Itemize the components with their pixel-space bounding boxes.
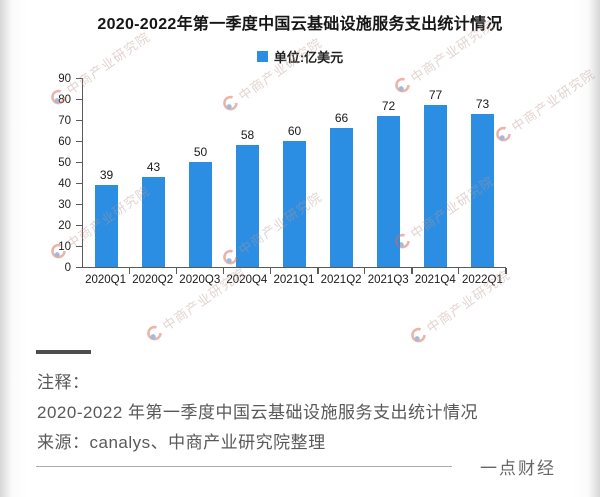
chart-legend: 单位:亿美元 (0, 47, 600, 66)
bar (330, 128, 353, 267)
bar (471, 113, 494, 267)
footer-brand: 一点财经 (480, 459, 556, 478)
notes-block: 注释： 2020-2022 年第一季度中国云基础设施服务支出统计情况 来源：ca… (37, 368, 600, 458)
y-axis-tick-label: 70 (58, 115, 71, 127)
x-axis-tick-label: 2021Q1 (273, 274, 315, 286)
x-axis-tick (363, 268, 366, 274)
bar-group: 66 (318, 78, 365, 267)
notes-divider (36, 350, 91, 354)
x-axis-tick-label: 2020Q2 (132, 274, 174, 286)
y-axis-tick (76, 203, 82, 206)
bar-value-label: 66 (334, 111, 349, 126)
y-axis-tick-label: 30 (58, 199, 71, 212)
bar-value-label: 58 (240, 128, 255, 143)
x-axis-labels: 2020Q1 2020Q2 2020Q3 2020Q4 2021Q1 2021Q2 2021… (82, 274, 506, 286)
watermark-logo-icon (147, 325, 162, 341)
notes-line-1: 2020-2022 年第一季度中国云基础设施服务支出统计情况 (37, 403, 479, 422)
bar-value-label: 50 (193, 145, 208, 159)
y-axis-tick-label: 90 (58, 73, 71, 85)
x-axis-tick-label: 2020Q3 (179, 274, 221, 286)
x-axis-tick-label: 2020Q1 (85, 274, 127, 286)
x-axis-tick-label: 2020Q4 (226, 274, 268, 286)
bar-value-label: 77 (428, 88, 443, 103)
x-axis-tick-label: 2021Q2 (320, 274, 362, 286)
y-axis-tick-label: 10 (58, 241, 71, 254)
x-axis-tick (317, 268, 319, 274)
bar-value-label: 39 (99, 168, 114, 183)
y-axis-tick (76, 98, 82, 101)
y-axis-tick (76, 140, 82, 143)
x-axis-tick-label: 2021Q3 (367, 274, 409, 286)
bar-group: 43 (130, 78, 177, 267)
bar (377, 115, 400, 267)
x-axis-tick-label: 2021Q4 (414, 274, 456, 286)
bar-group: 58 (224, 78, 271, 267)
notes-label: 注释： (37, 373, 90, 392)
y-axis-tick-label: 40 (58, 178, 71, 191)
bar (424, 105, 447, 267)
y-axis-tick (76, 119, 82, 121)
bar (283, 141, 306, 267)
bar (236, 145, 259, 267)
y-axis-tick-label: 20 (58, 220, 71, 233)
x-axis-tick (175, 268, 178, 274)
bar-group: 72 (365, 78, 412, 267)
y-axis-tick (76, 182, 82, 185)
y-axis-tick (76, 77, 82, 79)
x-axis-tick-label: 2022Q1 (461, 274, 503, 286)
legend-label: 单位:亿美元 (273, 50, 344, 65)
bar-chart: 39 43 50 58 60 66 72 77 73 0 10 20 30 40 50 60 70 80 90 2… (0, 72, 600, 294)
bar-group: 50 (177, 78, 224, 267)
bar (142, 176, 165, 267)
bar (95, 185, 118, 267)
y-axis-tick-label: 80 (58, 94, 71, 107)
x-axis-tick (128, 268, 131, 274)
y-axis-tick (76, 245, 82, 248)
bar-value-label: 73 (475, 96, 490, 111)
bar-group: 39 (83, 78, 130, 267)
x-axis-tick (222, 268, 225, 274)
chart-title: 2020-2022年第一季度中国云基础设施服务支出统计情况 (97, 16, 503, 33)
y-axis-tick-label: 0 (64, 262, 71, 274)
x-axis-tick (269, 268, 272, 274)
footer-divider (36, 466, 452, 467)
plot-area: 39 43 50 58 60 66 72 77 73 0 10 20 30 40 50 60 70 80 90 (58, 73, 507, 274)
x-axis-tick (411, 268, 413, 274)
bar-group: 73 (459, 78, 506, 267)
y-axis-tick (76, 224, 82, 227)
bar-group: 60 (271, 78, 318, 267)
bar-value-label: 72 (381, 98, 396, 113)
x-axis-tick (457, 268, 460, 274)
bars-container: 39 43 50 58 60 66 72 77 73 (83, 78, 506, 267)
y-axis-tick (76, 161, 82, 163)
footer: 一点财经 (36, 454, 556, 479)
bar (189, 162, 212, 267)
watermark-logo-icon (411, 327, 426, 343)
bar-value-label: 43 (146, 159, 161, 174)
bar-group: 77 (412, 78, 459, 267)
y-axis-tick-label: 60 (58, 136, 71, 149)
x-axis-tick (505, 268, 507, 274)
y-axis-tick (76, 266, 82, 268)
bar-value-label: 60 (287, 124, 302, 138)
y-axis-tick-label: 50 (58, 157, 71, 169)
legend-swatch-icon (256, 51, 268, 62)
notes-line-2: 来源：canalys、中商产业研究院整理 (37, 433, 326, 452)
